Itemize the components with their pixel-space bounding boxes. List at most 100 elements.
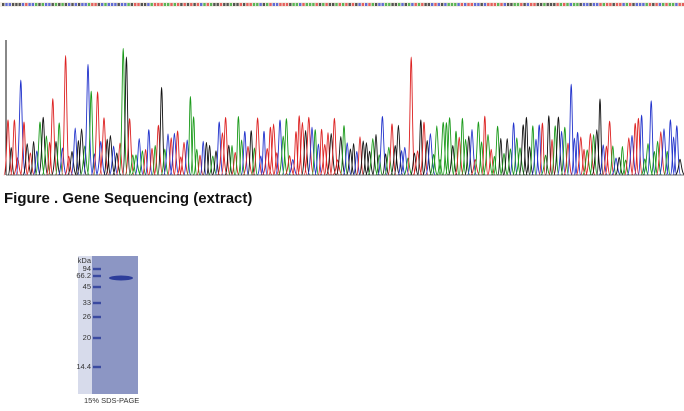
base-call [97, 3, 101, 6]
base-call [200, 3, 203, 6]
base-call [381, 3, 384, 6]
trace-peak [399, 146, 410, 176]
base-call [242, 3, 246, 6]
trace-peak [467, 128, 477, 176]
base-call [226, 3, 229, 6]
base-call [417, 3, 421, 6]
base-call [160, 3, 163, 6]
marker-band [93, 301, 101, 305]
base-call [338, 3, 341, 6]
trace-peak [425, 133, 436, 176]
trace-peak [447, 144, 458, 176]
base-call [134, 3, 137, 6]
marker-band [93, 315, 101, 319]
trace-peak [470, 159, 481, 176]
base-call [256, 3, 259, 6]
trace-peak [325, 133, 337, 176]
base-call [384, 3, 388, 6]
base-call [546, 3, 549, 6]
base-call [25, 3, 28, 6]
base-call [487, 3, 490, 6]
base-call [536, 3, 539, 6]
protein-band [109, 275, 133, 281]
base-call [239, 3, 242, 6]
base-call [137, 3, 140, 6]
base-call [619, 3, 622, 6]
trace-peak [41, 135, 52, 176]
trace-peak [272, 152, 281, 176]
base-call [94, 3, 97, 6]
trace-peak [499, 152, 509, 176]
base-call [365, 3, 368, 6]
trace-peak [637, 114, 646, 176]
trace-peak [148, 147, 156, 176]
trace-peak [535, 124, 544, 176]
base-call [394, 3, 398, 6]
base-call [477, 3, 480, 6]
base-call [318, 3, 322, 6]
base-call [658, 3, 662, 6]
base-call [292, 3, 295, 6]
trace-peak [674, 158, 684, 176]
base-call [259, 3, 262, 6]
base-call [572, 3, 576, 6]
trace-peak [512, 137, 522, 176]
base-call [285, 3, 289, 6]
base-call [229, 3, 233, 6]
base-call [44, 3, 48, 6]
base-call [5, 3, 8, 6]
base-call [104, 3, 107, 6]
base-call [282, 3, 285, 6]
base-call [480, 3, 483, 6]
trace-peak [214, 121, 224, 176]
base-call [107, 3, 110, 6]
marker-band [93, 267, 101, 271]
base-call [190, 3, 193, 6]
trace-peak [26, 152, 35, 176]
base-call [262, 3, 266, 6]
base-call [84, 3, 87, 6]
trace-peak [580, 148, 588, 176]
trace-peak [529, 125, 537, 176]
base-call [124, 3, 127, 6]
base-call [183, 3, 186, 6]
base-call [622, 3, 625, 6]
base-call [652, 3, 655, 6]
base-call [8, 3, 11, 6]
base-call [543, 3, 546, 6]
trace-peak [160, 148, 170, 176]
trace-peak [105, 135, 116, 176]
base-call [186, 3, 190, 6]
base-call [681, 3, 684, 6]
base-call [374, 3, 378, 6]
trace-peak [563, 142, 573, 176]
trace-peak [492, 125, 503, 176]
trace-peak [383, 146, 394, 176]
base-call [91, 3, 94, 6]
trace-peak [46, 141, 54, 176]
trace-peak [514, 147, 526, 176]
trace-peak [419, 121, 429, 176]
base-call [81, 3, 84, 6]
trace-peak [490, 155, 498, 176]
base-call [523, 3, 526, 6]
base-call [431, 3, 434, 6]
base-call [157, 3, 160, 6]
base-call [143, 3, 147, 6]
base-call [272, 3, 275, 6]
marker-label: 45 [83, 282, 91, 291]
base-call [368, 3, 371, 6]
base-call [325, 3, 328, 6]
base-call [173, 3, 176, 6]
trace-peak [548, 138, 556, 176]
base-call [101, 3, 104, 6]
trace-peak [365, 150, 375, 176]
trace-peak [458, 117, 467, 176]
base-call [358, 3, 361, 6]
trace-peak [509, 122, 518, 176]
trace-peak [128, 154, 138, 176]
trace-peak [217, 132, 228, 176]
base-call [48, 3, 51, 6]
trace-peak [658, 128, 670, 176]
trace-peak [560, 126, 570, 176]
